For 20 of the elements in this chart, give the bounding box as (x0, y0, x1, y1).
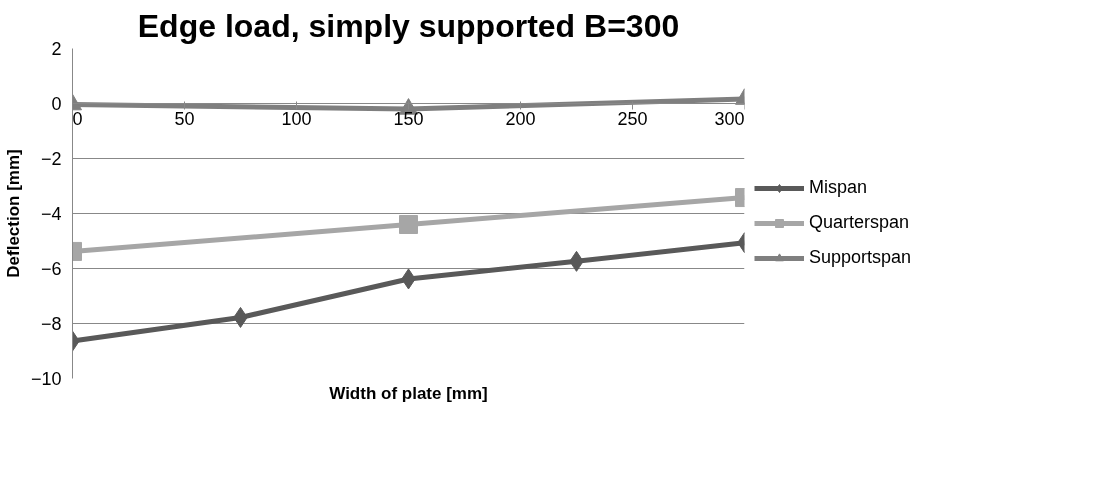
legend-label: Mispan (809, 177, 868, 198)
x-tick-label: 50 (174, 108, 195, 129)
x-tick-label: 200 (505, 108, 536, 129)
y-tick-label: −8 (40, 314, 62, 334)
x-tick-label: 0 (72, 108, 83, 129)
legend-label: Quarterspan (809, 212, 910, 233)
x-tick-label: 300 (714, 108, 745, 129)
y-tick-label: −4 (40, 204, 62, 224)
x-tick-label: 100 (281, 108, 312, 129)
legend-label: Supportspan (809, 247, 912, 268)
y-tick-label: 0 (51, 94, 62, 114)
x-tick-label: 250 (617, 108, 648, 129)
y-tick-label: 2 (51, 39, 62, 59)
x-tick-label: 150 (393, 108, 424, 129)
chart-title: Edge load, simply supported B=300 (137, 7, 680, 44)
x-axis-title: Width of plate [mm] (329, 383, 488, 403)
y-tick-label: −2 (40, 149, 62, 169)
y-axis-title: Deflection [mm] (3, 149, 23, 278)
y-tick-label: −6 (40, 259, 62, 279)
y-tick-label: −10 (30, 369, 62, 389)
